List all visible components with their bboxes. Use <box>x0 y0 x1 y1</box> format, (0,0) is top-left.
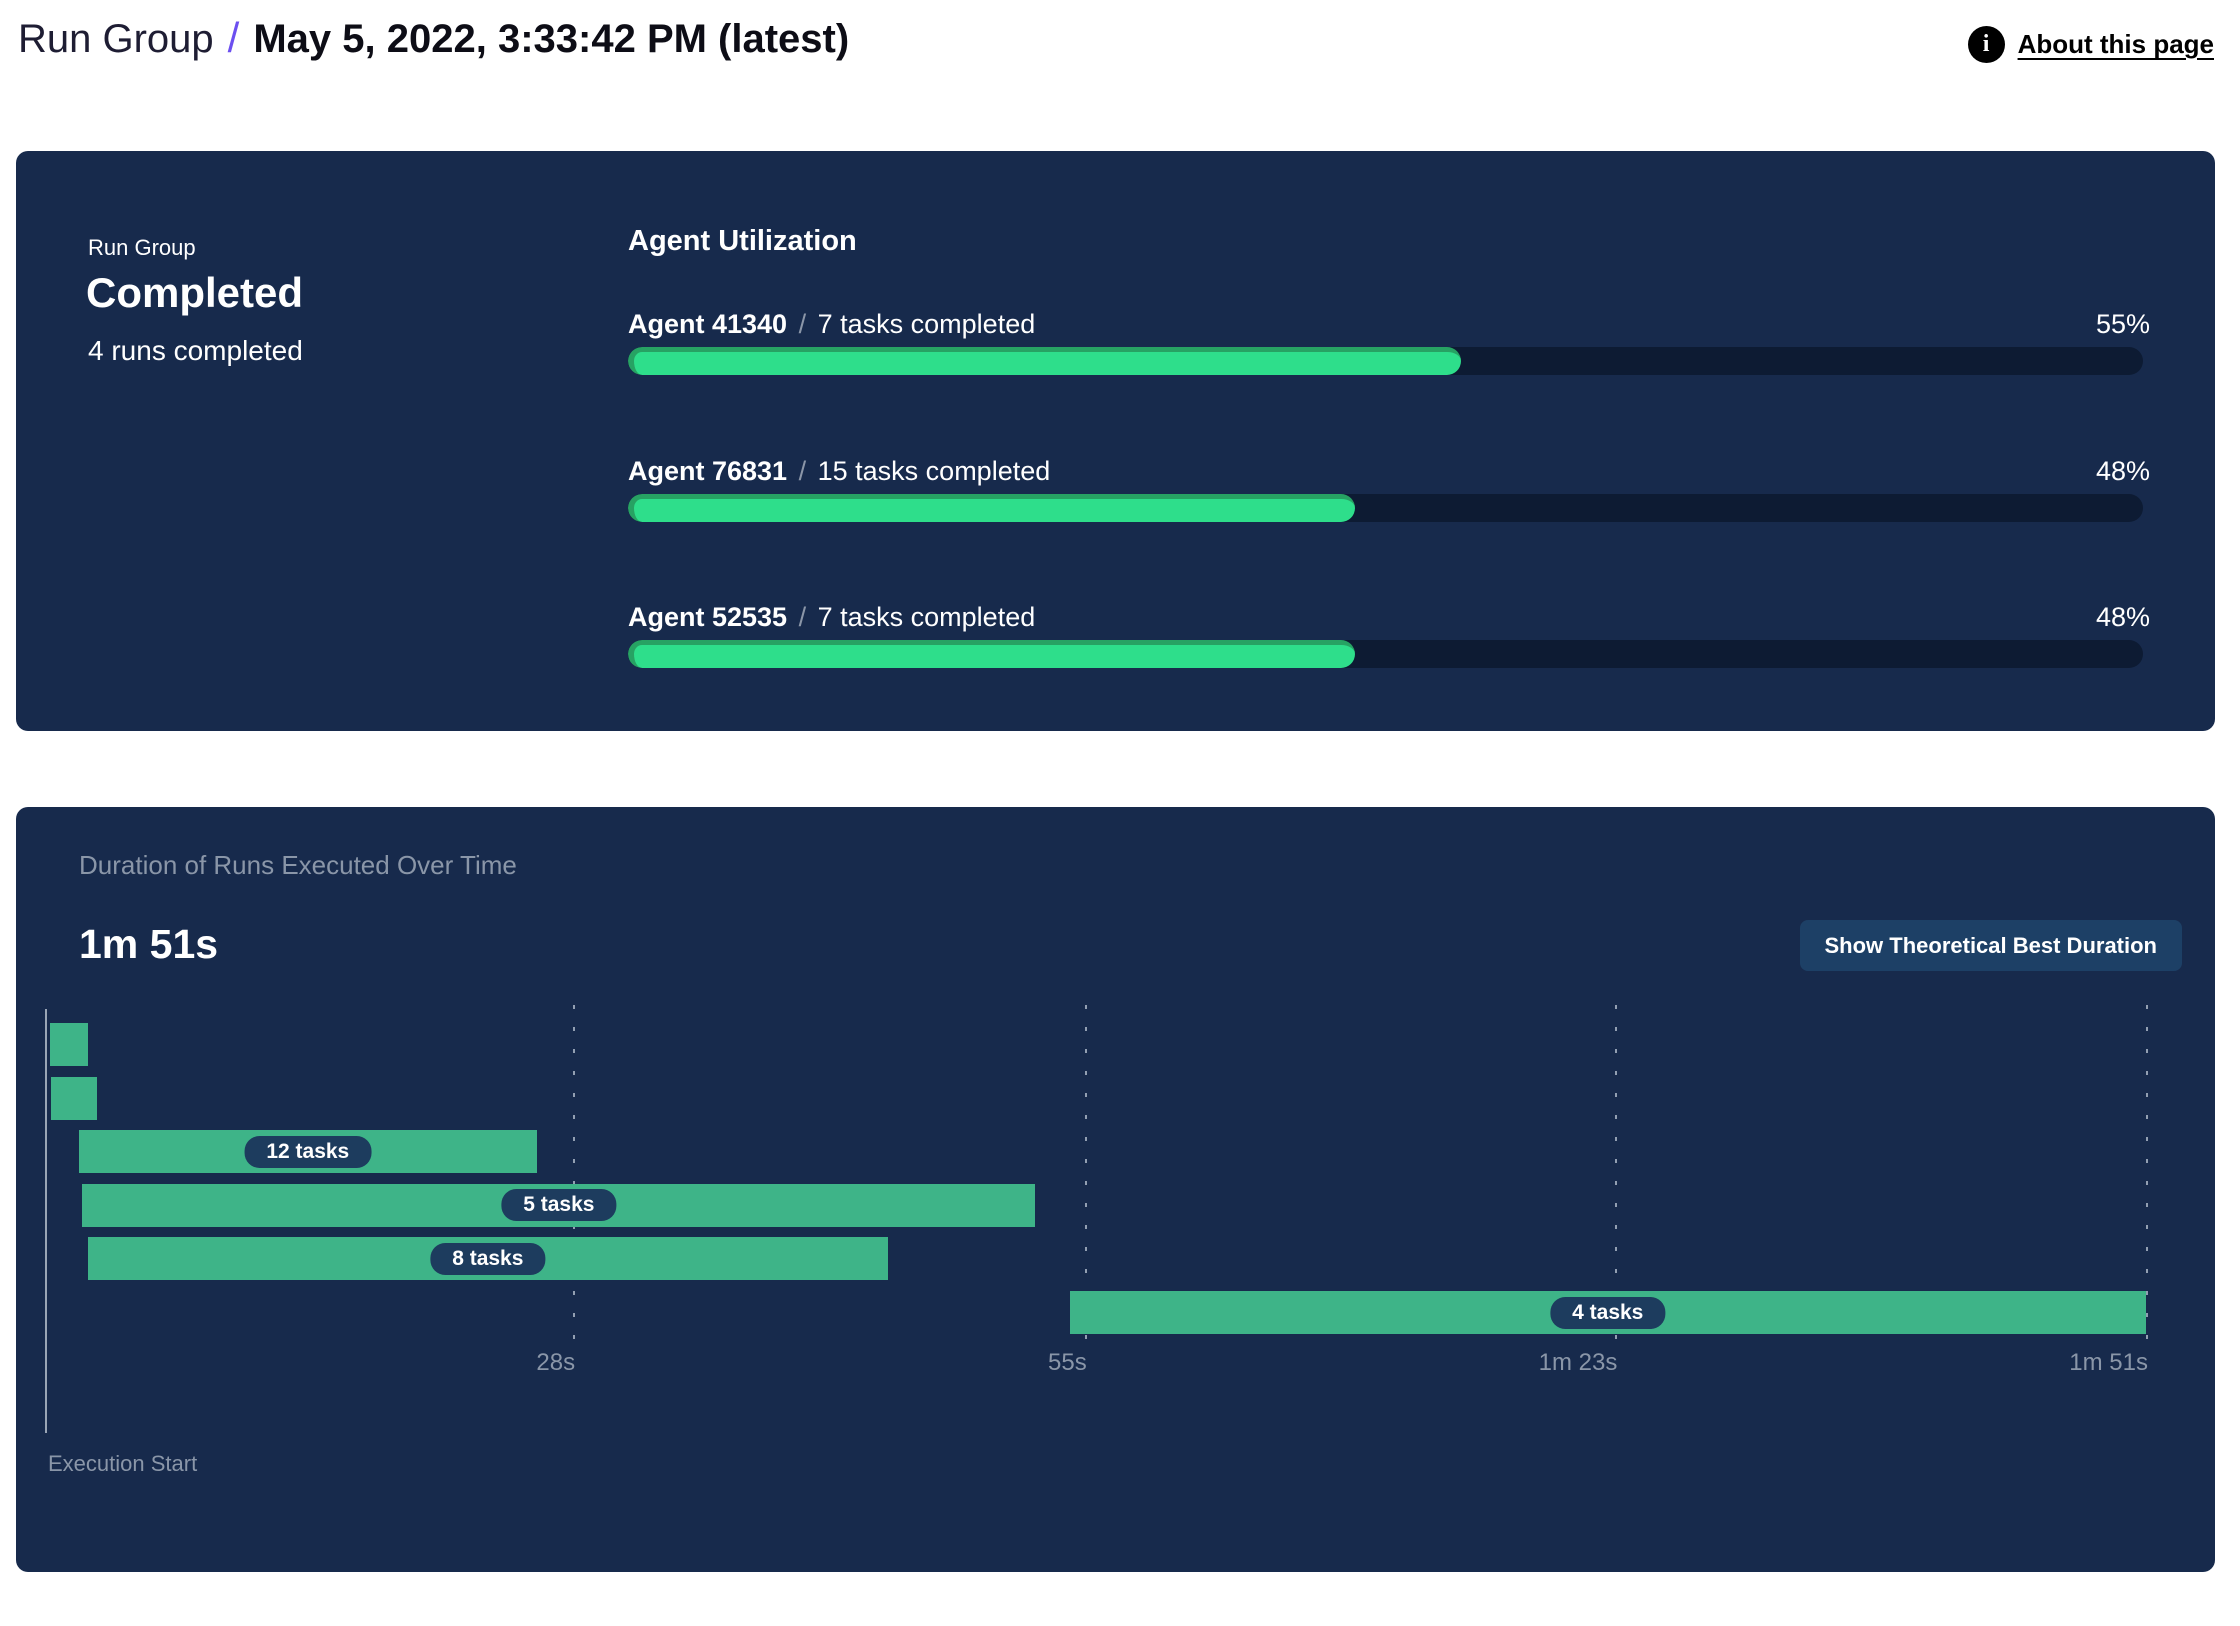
info-icon: i <box>1967 26 2005 63</box>
agent-utilization-percent: 48% <box>2095 602 2150 632</box>
total-duration-value: 1m 51s <box>79 921 219 967</box>
agent-label-separator: / <box>798 455 807 486</box>
duration-chart-panel: Duration of Runs Executed Over Time 1m 5… <box>16 807 2215 1572</box>
utilization-bar-track <box>628 640 2143 668</box>
run-group-runs-summary: 4 runs completed <box>88 335 303 366</box>
agent-utilization-row: Agent 41340 / 7 tasks completed 55% <box>628 307 2150 377</box>
task-count-pill: 4 tasks <box>1550 1296 1666 1329</box>
run-group-status: Completed <box>86 269 304 316</box>
agent-utilization-percent: 48% <box>2095 455 2150 486</box>
agent-name: Agent 52535 <box>628 602 788 632</box>
agent-row-label: Agent 41340 / 7 tasks completed 55% <box>628 307 2150 341</box>
duration-chart-title: Duration of Runs Executed Over Time <box>79 850 517 880</box>
time-gridline <box>1084 1005 1087 1345</box>
task-count-pill: 8 tasks <box>430 1242 546 1275</box>
agent-utilization-title: Agent Utilization <box>628 225 857 257</box>
agent-tasks-completed: 7 tasks completed <box>817 602 1036 632</box>
show-theoretical-best-duration-button[interactable]: Show Theoretical Best Duration <box>1799 920 2182 971</box>
agent-row-label: Agent 76831 / 15 tasks completed 48% <box>628 454 2150 488</box>
agent-utilization-row: Agent 52535 / 7 tasks completed 48% <box>628 600 2150 670</box>
run-group-label: Run Group <box>88 235 196 260</box>
agent-name: Agent 41340 <box>628 309 788 339</box>
utilization-bar-fill <box>628 347 1462 375</box>
gantt-plot: 28s 55s 1m 23s 1m 51s 12 tasks 5 tasks 8 tasks… <box>16 807 2215 1572</box>
task-count-pill: 12 tasks <box>244 1135 372 1168</box>
agent-label-separator: / <box>798 602 807 632</box>
run-duration-bar[interactable] <box>51 1076 98 1120</box>
agent-utilization-percent: 55% <box>2095 309 2150 339</box>
time-tick-label: 1m 23s <box>1538 1349 1618 1376</box>
about-this-page-link[interactable]: i About this page <box>1967 26 2214 63</box>
agent-tasks-completed: 15 tasks completed <box>817 455 1051 486</box>
time-gridline <box>573 1005 576 1345</box>
utilization-bar-fill <box>628 640 1356 668</box>
run-duration-bar[interactable]: 5 tasks <box>82 1183 1036 1227</box>
about-this-page-label: About this page <box>2017 29 2214 59</box>
breadcrumb-separator: / <box>227 14 240 61</box>
time-tick-label: 55s <box>1048 1349 1087 1376</box>
run-duration-bar[interactable]: 4 tasks <box>1069 1291 2146 1334</box>
task-count-pill: 5 tasks <box>501 1189 617 1222</box>
agent-utilization-section: Agent Utilization Agent 41340 / 7 tasks … <box>628 151 2150 731</box>
time-gridline <box>2145 1005 2148 1345</box>
breadcrumb-current-run: May 5, 2022, 3:33:42 PM (latest) <box>253 17 850 61</box>
agent-row-label: Agent 52535 / 7 tasks completed 48% <box>628 600 2150 634</box>
time-tick-label: 28s <box>536 1349 576 1376</box>
agent-tasks-completed: 7 tasks completed <box>817 309 1036 339</box>
run-group-panel: Run Group Completed 4 runs completed Age… <box>16 151 2215 731</box>
breadcrumb-run-group[interactable]: Run Group <box>18 17 214 61</box>
execution-start-axis-line <box>45 1009 47 1433</box>
agent-utilization-row: Agent 76831 / 15 tasks completed 48% <box>628 454 2150 524</box>
page-title: Run Group / May 5, 2022, 3:33:42 PM (lat… <box>18 10 849 67</box>
run-duration-bar[interactable]: 12 tasks <box>78 1130 538 1174</box>
time-gridline <box>1615 1005 1618 1345</box>
execution-start-label: Execution Start <box>48 1451 198 1476</box>
agent-name: Agent 76831 <box>628 455 788 486</box>
run-duration-bar[interactable] <box>50 1023 88 1066</box>
utilization-bar-track <box>628 493 2143 522</box>
utilization-bar-track <box>628 347 2143 375</box>
run-duration-bar[interactable]: 8 tasks <box>87 1237 888 1281</box>
utilization-bar-fill <box>628 493 1356 522</box>
agent-label-separator: / <box>798 309 807 339</box>
time-tick-label: 1m 51s <box>2069 1349 2148 1376</box>
